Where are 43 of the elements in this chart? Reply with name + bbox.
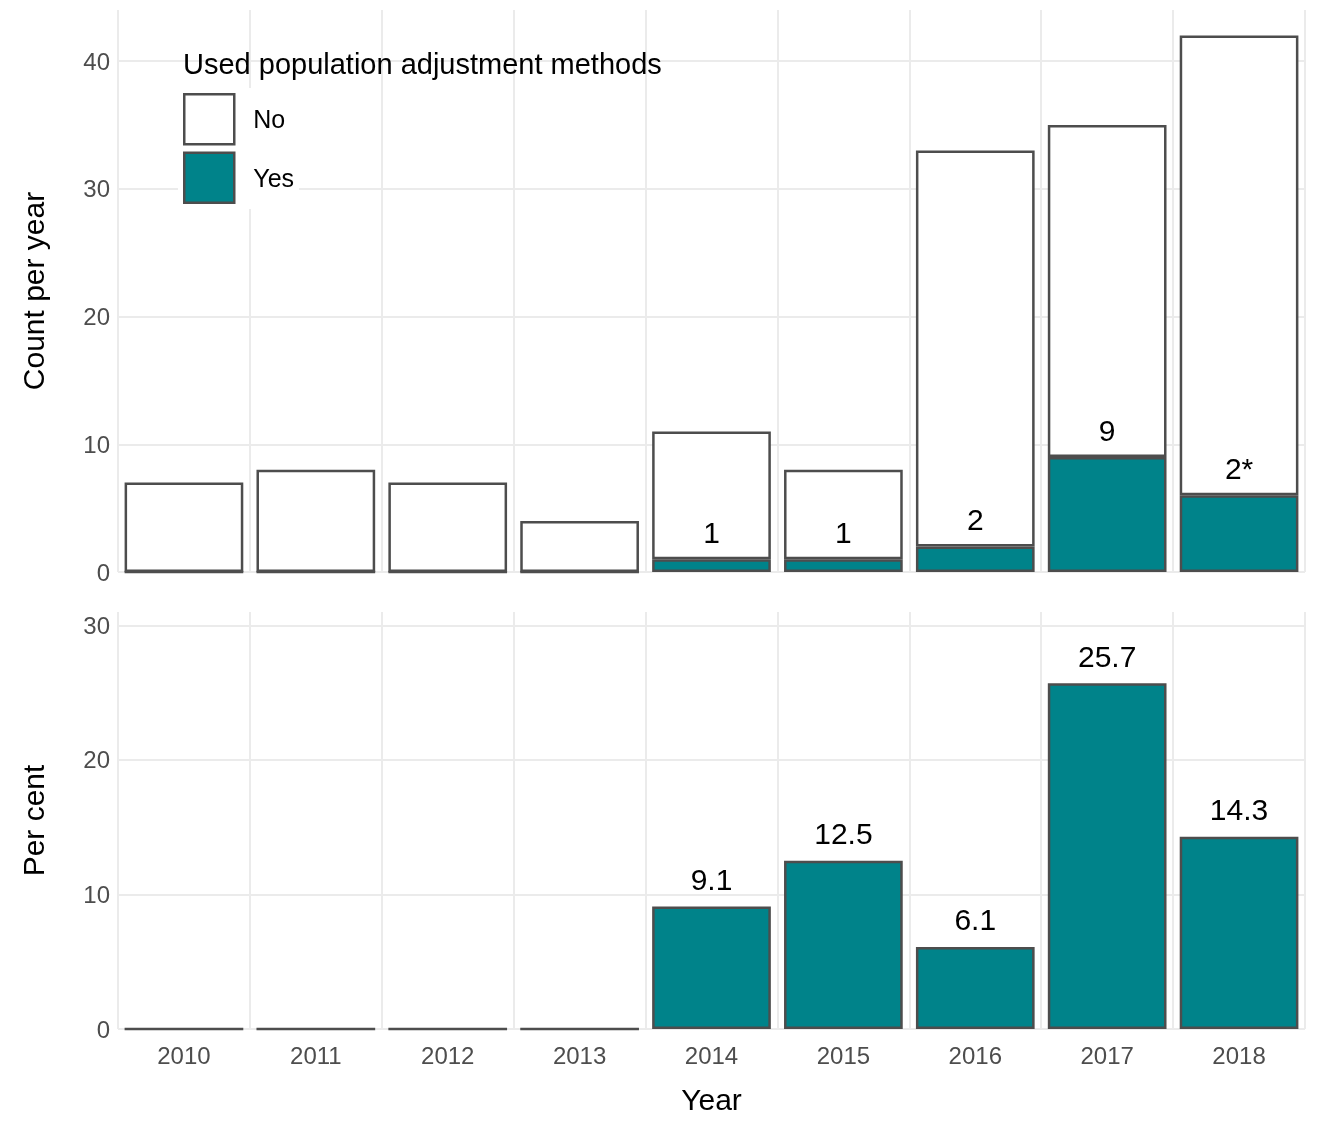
data-label: 2 — [966, 502, 984, 536]
y-tick-label: 20 — [83, 303, 110, 331]
data-label: 9 — [1098, 413, 1116, 447]
data-label: 1 — [835, 515, 852, 549]
y-tick-label: 30 — [83, 175, 110, 203]
y-tick-label: 20 — [83, 746, 110, 774]
y-axis-title: Per cent — [16, 763, 50, 877]
legend-label: No — [253, 105, 286, 134]
x-tick-label: 2013 — [552, 1041, 607, 1069]
bar — [915, 946, 1035, 1029]
data-label: 25.7 — [1077, 639, 1137, 673]
bar — [520, 520, 639, 572]
bar — [784, 860, 903, 1029]
bar — [388, 482, 508, 572]
bar — [256, 469, 376, 572]
x-tick-label: 2011 — [290, 1041, 342, 1069]
x-tick-label: 2014 — [684, 1041, 739, 1069]
legend-label: Yes — [253, 163, 295, 192]
x-tick-label: 2017 — [1080, 1041, 1134, 1069]
data-label: 9.1 — [690, 863, 733, 897]
x-tick-label: 2010 — [157, 1041, 211, 1069]
y-tick-label: 30 — [83, 611, 110, 639]
y-tick-label: 40 — [83, 47, 110, 75]
data-label: 1 — [703, 515, 720, 549]
y-tick-label: 0 — [96, 1015, 110, 1043]
bar — [124, 482, 244, 572]
x-tick-label: 2015 — [816, 1041, 871, 1069]
x-axis-title: Year — [681, 1082, 742, 1116]
bar — [652, 906, 771, 1029]
data-label: 12.5 — [814, 817, 873, 851]
annotation: 2* — [1224, 451, 1254, 485]
x-tick-label: 2016 — [948, 1041, 1002, 1069]
data-label: 6.1 — [954, 903, 997, 937]
x-tick-label: 2012 — [421, 1041, 475, 1069]
y-axis-title: Count per year — [16, 191, 50, 391]
y-tick-label: 10 — [83, 880, 110, 908]
data-label: 14.3 — [1209, 793, 1269, 827]
legend-title: Used population adjustment methods — [183, 47, 662, 80]
bar — [1179, 836, 1299, 1029]
x-tick-label: 2018 — [1212, 1041, 1266, 1069]
bar — [1047, 683, 1167, 1029]
y-tick-label: 0 — [96, 558, 110, 586]
y-tick-label: 10 — [83, 430, 110, 458]
